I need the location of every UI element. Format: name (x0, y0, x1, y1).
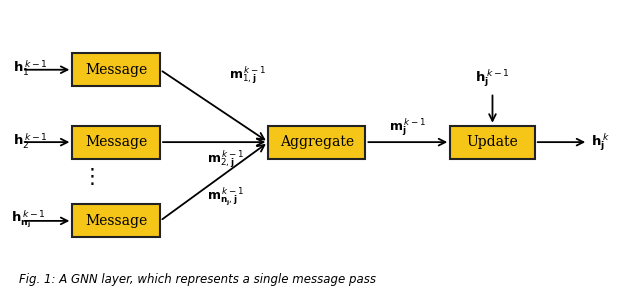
Text: $\mathbf{m}_{2,\mathbf{j}}^{\,k-1}$: $\mathbf{m}_{2,\mathbf{j}}^{\,k-1}$ (207, 148, 244, 170)
Text: $\mathbf{m}_\mathbf{j}^{\,k-1}$: $\mathbf{m}_\mathbf{j}^{\,k-1}$ (389, 117, 426, 138)
Text: Update: Update (467, 135, 518, 149)
FancyBboxPatch shape (72, 126, 160, 159)
FancyBboxPatch shape (450, 126, 535, 159)
Text: Message: Message (85, 135, 147, 149)
Text: $\mathbf{h}_1^{\,k-1}$: $\mathbf{h}_1^{\,k-1}$ (13, 59, 47, 78)
Text: $\mathbf{h}_\mathbf{j}^{\,k-1}$: $\mathbf{h}_\mathbf{j}^{\,k-1}$ (475, 67, 510, 89)
FancyBboxPatch shape (268, 126, 365, 159)
Text: Aggregate: Aggregate (280, 135, 354, 149)
FancyBboxPatch shape (72, 53, 160, 86)
Text: $\mathbf{m}_{1,\mathbf{j}}^{\,k-1}$: $\mathbf{m}_{1,\mathbf{j}}^{\,k-1}$ (229, 65, 266, 86)
Text: $\mathbf{m}_{\mathbf{n_j},\mathbf{j}}^{\,k-1}$: $\mathbf{m}_{\mathbf{n_j},\mathbf{j}}^{\… (207, 185, 244, 207)
Text: $\mathbf{h}_{\mathbf{n_j}}^{\,k-1}$: $\mathbf{h}_{\mathbf{n_j}}^{\,k-1}$ (11, 209, 45, 230)
Text: Message: Message (85, 63, 147, 77)
Text: Message: Message (85, 214, 147, 228)
Text: $\vdots$: $\vdots$ (81, 166, 95, 187)
Text: $\mathbf{h}_2^{\,k-1}$: $\mathbf{h}_2^{\,k-1}$ (13, 131, 47, 151)
FancyBboxPatch shape (72, 204, 160, 237)
Text: $\mathbf{h}_\mathbf{j}^{\,k}$: $\mathbf{h}_\mathbf{j}^{\,k}$ (591, 131, 610, 153)
Text: Fig. 1: A GNN layer, which represents a single message pass: Fig. 1: A GNN layer, which represents a … (19, 273, 376, 286)
